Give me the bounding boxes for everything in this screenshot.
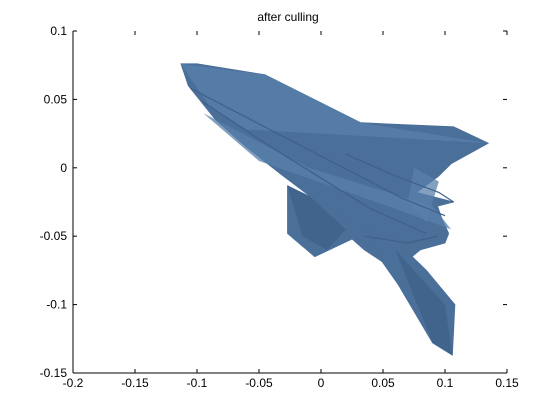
x-tick-label: -0.2 [63, 376, 84, 390]
y-tick-label: -0.1 [46, 298, 67, 312]
shuttle-facet-4 [407, 167, 439, 223]
y-tick-label: 0.1 [50, 24, 67, 38]
x-tick-label: -0.15 [121, 376, 149, 390]
shuttle-facet-1 [203, 113, 452, 230]
y-tick-label: -0.05 [40, 229, 68, 243]
shuttle-facet-3 [395, 249, 453, 356]
shuttle-edge-1 [202, 101, 427, 235]
x-tick-label: -0.1 [187, 376, 208, 390]
y-tick-label: -0.15 [40, 366, 68, 380]
x-tick-label: 0.1 [437, 376, 454, 390]
shuttle-edge-2 [345, 153, 455, 203]
shuttle-edge-3 [364, 235, 438, 244]
shuttle-edge-0 [190, 87, 446, 217]
chart-marks [180, 63, 489, 356]
x-tick-label: 0.15 [495, 376, 519, 390]
y-tick-label: 0 [60, 161, 67, 175]
x-tick-label: 0.05 [371, 376, 395, 390]
chart-title: after culling [257, 10, 318, 24]
y-axis-ticks: 0.1 0.05 0 -0.05 -0.1 -0.15 [40, 24, 507, 380]
shuttle-facet-2 [287, 185, 346, 250]
x-axis-ticks: -0.2 -0.15 -0.1 -0.05 0 0.05 0.1 0.15 [63, 31, 519, 390]
y-tick-label: 0.05 [44, 92, 68, 106]
x-tick-label: 0 [318, 376, 325, 390]
x-tick-label: -0.05 [245, 376, 273, 390]
